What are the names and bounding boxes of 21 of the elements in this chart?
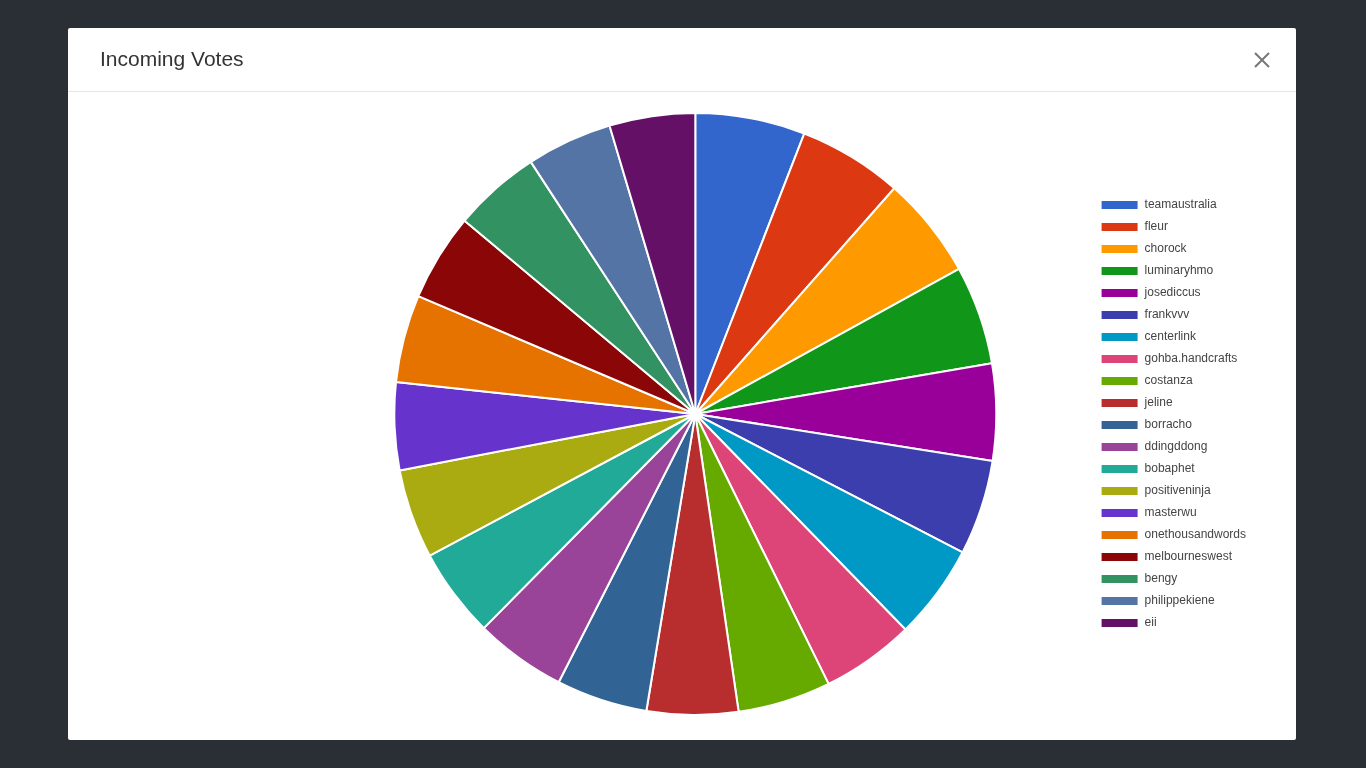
legend-label: gohba.handcrafts bbox=[1144, 351, 1238, 366]
legend-label: teamaustralia bbox=[1144, 197, 1217, 212]
legend-label: costanza bbox=[1144, 373, 1193, 388]
legend-label: bengy bbox=[1144, 571, 1178, 586]
legend-label: centerlink bbox=[1144, 329, 1197, 344]
legend-label: frankvvv bbox=[1144, 307, 1190, 322]
legend-label: melbourneswest bbox=[1144, 549, 1233, 564]
legend-label: onethousandwords bbox=[1144, 527, 1247, 542]
legend-label: luminaryhmo bbox=[1144, 263, 1214, 278]
legend-label: bobaphet bbox=[1144, 461, 1196, 476]
legend-label: borracho bbox=[1144, 417, 1193, 432]
legend-label: ddingddong bbox=[1144, 439, 1208, 454]
legend-label: masterwu bbox=[1144, 505, 1197, 520]
legend-label: josediccus bbox=[1143, 285, 1201, 300]
legend-label: philippekiene bbox=[1144, 593, 1215, 608]
legend-label: positiveninja bbox=[1144, 483, 1211, 498]
legend-label: eii bbox=[1144, 615, 1157, 630]
legend-label: chorock bbox=[1144, 241, 1188, 256]
legend-label: jeline bbox=[1143, 395, 1173, 410]
legend-label: fleur bbox=[1144, 219, 1168, 234]
text: Incoming Votes bbox=[100, 47, 244, 71]
